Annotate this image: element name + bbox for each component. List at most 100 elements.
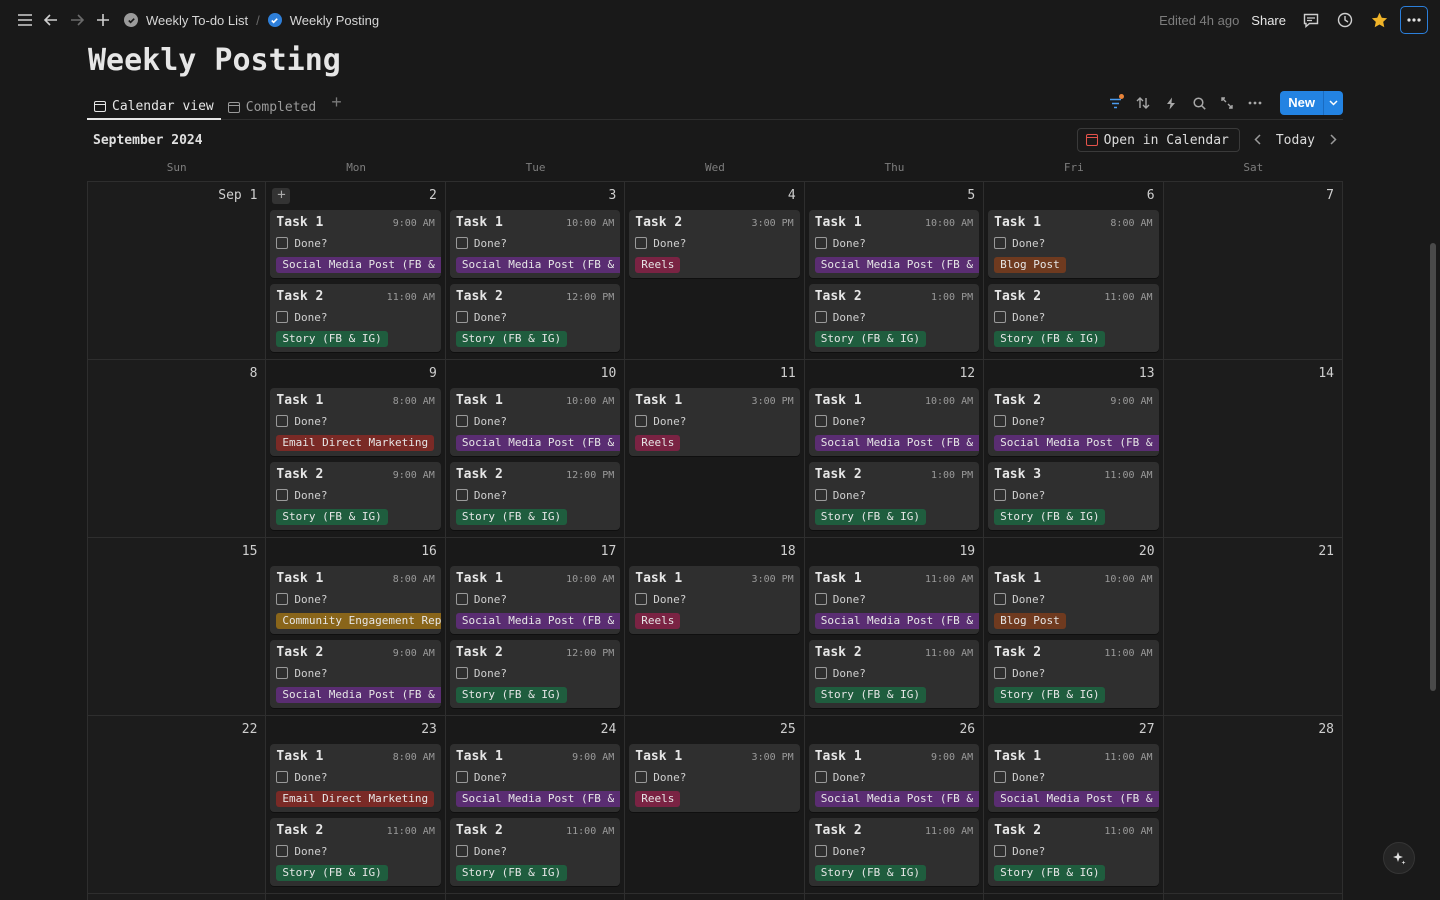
open-in-calendar-button[interactable]: Open in Calendar xyxy=(1076,128,1240,152)
event-card[interactable]: Task 2 11:00 AM Done? Story (FB & IG) xyxy=(988,818,1159,886)
event-card[interactable]: Task 1 9:00 AM Done? Social Media Post (FB … xyxy=(449,744,621,812)
done-checkbox[interactable] xyxy=(276,415,289,427)
event-card[interactable]: Task 1 8:00 AM Done? Email Direct Marketing xyxy=(270,744,441,812)
done-checkbox[interactable] xyxy=(635,415,648,427)
done-checkbox[interactable] xyxy=(994,845,1007,857)
day-cell[interactable]: 2 + Task 1 9:00 AM Done? Social Media Post (F… xyxy=(266,182,446,360)
done-checkbox[interactable] xyxy=(814,771,827,783)
day-cell[interactable]: 9 Task 1 8:00 AM Done? Email Direct Marketin… xyxy=(266,360,446,538)
day-cell[interactable]: Sep 1 xyxy=(87,182,267,360)
day-cell[interactable]: 23 Task 1 8:00 AM Done? Email Direct Marketi… xyxy=(266,716,446,894)
day-cell[interactable]: 10 Task 1 10:00 AM Done? Social Media Post (… xyxy=(445,360,626,538)
day-cell[interactable]: 6 Task 1 8:00 AM Done? Blog Post Task 2 11:00 … xyxy=(984,182,1164,360)
done-checkbox[interactable] xyxy=(994,667,1007,679)
day-cell[interactable]: 3 Task 1 10:00 AM Done? Social Media Post (F… xyxy=(445,182,626,360)
event-card[interactable]: Task 1 11:00 AM Done? Social Media Post (FB… xyxy=(988,744,1159,812)
done-checkbox[interactable] xyxy=(276,667,289,679)
more-options-button[interactable] xyxy=(1400,6,1428,34)
expand-icon[interactable] xyxy=(1218,92,1236,114)
comments-icon[interactable] xyxy=(1298,7,1324,33)
day-cell[interactable]: 16 Task 1 8:00 AM Done? Community Engagement… xyxy=(266,538,446,716)
done-checkbox[interactable] xyxy=(455,771,468,783)
done-checkbox[interactable] xyxy=(994,771,1007,783)
day-cell[interactable]: 14 xyxy=(1163,360,1343,538)
day-cell[interactable] xyxy=(625,894,805,900)
event-card[interactable]: Task 2 11:00 AM Done? Story (FB & IG) xyxy=(808,818,980,886)
event-card[interactable]: Task 2 9:00 AM Done? Story (FB & IG) xyxy=(270,462,441,530)
day-cell[interactable] xyxy=(266,894,446,900)
tab-completed[interactable]: Completed xyxy=(221,90,323,120)
event-card[interactable]: Task 2 11:00 AM Done? Story (FB & IG) xyxy=(270,818,441,886)
done-checkbox[interactable] xyxy=(276,489,289,501)
event-card[interactable]: Task 2 11:00 AM Done? Story (FB & IG) xyxy=(449,818,621,886)
add-view-plus-icon[interactable]: + xyxy=(331,92,342,112)
event-card[interactable]: Task 3 11:00 AM Done? Story (FB & IG) xyxy=(988,462,1159,530)
day-cell[interactable]: 24 Task 1 9:00 AM Done? Social Media Post (F… xyxy=(445,716,626,894)
event-card[interactable]: Task 1 11:00 AM Done? Social Media Post (FB… xyxy=(808,566,980,634)
day-cell[interactable]: 13 Task 2 9:00 AM Done? Social Media Post (F… xyxy=(984,360,1164,538)
day-cell[interactable]: 28 xyxy=(1163,716,1343,894)
breadcrumb-item-parent[interactable]: Weekly To-do List xyxy=(146,12,249,28)
day-cell[interactable]: 26 Task 1 9:00 AM Done? Social Media Post (F… xyxy=(804,716,985,894)
done-checkbox[interactable] xyxy=(814,237,827,249)
done-checkbox[interactable] xyxy=(455,237,468,249)
day-cell[interactable]: 17 Task 1 10:00 AM Done? Social Media Post (… xyxy=(445,538,626,716)
search-icon[interactable] xyxy=(1190,92,1208,114)
done-checkbox[interactable] xyxy=(814,311,827,323)
done-checkbox[interactable] xyxy=(455,667,468,679)
ai-assistant-sparkle-icon[interactable] xyxy=(1383,842,1415,874)
done-checkbox[interactable] xyxy=(455,311,468,323)
done-checkbox[interactable] xyxy=(455,489,468,501)
event-card[interactable]: Task 1 3:00 PM Done? Reels xyxy=(629,744,800,812)
done-checkbox[interactable] xyxy=(994,237,1007,249)
done-checkbox[interactable] xyxy=(994,593,1007,605)
event-card[interactable]: Task 2 3:00 PM Done? Reels xyxy=(629,210,800,278)
event-card[interactable]: Task 2 1:00 PM Done? Story (FB & IG) xyxy=(808,284,980,352)
add-event-plus-icon[interactable]: + xyxy=(272,188,291,204)
done-checkbox[interactable] xyxy=(276,845,289,857)
day-cell[interactable]: 22 xyxy=(87,716,267,894)
forward-arrow-icon[interactable] xyxy=(64,7,90,33)
new-page-plus-icon[interactable] xyxy=(90,7,116,33)
day-cell[interactable]: 8 xyxy=(87,360,267,538)
day-cell[interactable]: 15 xyxy=(87,538,267,716)
done-checkbox[interactable] xyxy=(276,771,289,783)
view-more-icon[interactable] xyxy=(1246,92,1264,114)
event-card[interactable]: Task 1 8:00 AM Done? Blog Post xyxy=(988,210,1159,278)
event-card[interactable]: Task 2 9:00 AM Done? Social Media Post (FB … xyxy=(270,640,441,708)
event-card[interactable]: Task 1 10:00 AM Done? Blog Post xyxy=(988,566,1159,634)
event-card[interactable]: Task 2 12:00 PM Done? Story (FB & IG) xyxy=(449,462,621,530)
done-checkbox[interactable] xyxy=(635,237,648,249)
event-card[interactable]: Task 1 3:00 PM Done? Reels xyxy=(629,388,800,456)
day-cell[interactable] xyxy=(805,894,985,900)
event-card[interactable]: Task 2 12:00 PM Done? Story (FB & IG) xyxy=(449,640,621,708)
day-cell[interactable] xyxy=(446,894,626,900)
day-cell[interactable]: 18 Task 1 3:00 PM Done? Reels xyxy=(625,538,805,716)
event-card[interactable]: Task 2 11:00 AM Done? Story (FB & IG) xyxy=(270,284,441,352)
done-checkbox[interactable] xyxy=(814,845,827,857)
event-card[interactable]: Task 2 12:00 PM Done? Story (FB & IG) xyxy=(449,284,621,352)
event-card[interactable]: Task 2 1:00 PM Done? Story (FB & IG) xyxy=(808,462,980,530)
breadcrumb-item-current[interactable]: Weekly Posting xyxy=(289,12,380,28)
day-cell[interactable] xyxy=(87,894,267,900)
history-clock-icon[interactable] xyxy=(1332,7,1358,33)
done-checkbox[interactable] xyxy=(635,593,648,605)
event-card[interactable]: Task 1 10:00 AM Done? Social Media Post (FB… xyxy=(449,388,621,456)
event-card[interactable]: Task 1 10:00 AM Done? Social Media Post (FB… xyxy=(449,566,621,634)
favorite-star-icon[interactable] xyxy=(1366,7,1392,33)
done-checkbox[interactable] xyxy=(635,771,648,783)
day-cell[interactable]: 20 Task 1 10:00 AM Done? Blog Post Task 2 11:0… xyxy=(984,538,1164,716)
done-checkbox[interactable] xyxy=(276,593,289,605)
tab-calendar-view[interactable]: Calendar view xyxy=(87,90,221,120)
done-checkbox[interactable] xyxy=(276,237,289,249)
menu-icon[interactable] xyxy=(12,7,38,33)
event-card[interactable]: Task 1 8:00 AM Done? Email Direct Marketing xyxy=(270,388,441,456)
day-cell[interactable]: 12 Task 1 10:00 AM Done? Social Media Post (… xyxy=(804,360,985,538)
done-checkbox[interactable] xyxy=(455,593,468,605)
new-button[interactable]: New xyxy=(1280,91,1323,115)
done-checkbox[interactable] xyxy=(276,311,289,323)
share-button[interactable]: Share xyxy=(1251,12,1286,28)
day-cell[interactable]: 27 Task 1 11:00 AM Done? Social Media Post (… xyxy=(984,716,1164,894)
day-cell[interactable]: 4 Task 2 3:00 PM Done? Reels xyxy=(625,182,805,360)
chevron-down-icon[interactable] xyxy=(1323,91,1343,115)
